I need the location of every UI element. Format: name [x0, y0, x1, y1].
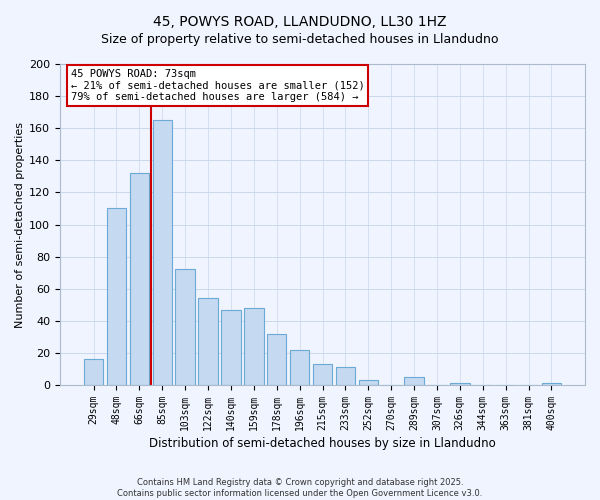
Bar: [290, 350, 310, 385]
Bar: [542, 384, 561, 385]
Bar: [175, 270, 195, 385]
Bar: [267, 334, 286, 385]
Bar: [130, 173, 149, 385]
Bar: [244, 308, 263, 385]
Bar: [359, 380, 378, 385]
Bar: [335, 368, 355, 385]
Bar: [199, 298, 218, 385]
Text: Contains HM Land Registry data © Crown copyright and database right 2025.
Contai: Contains HM Land Registry data © Crown c…: [118, 478, 482, 498]
Bar: [450, 384, 470, 385]
Text: 45, POWYS ROAD, LLANDUDNO, LL30 1HZ: 45, POWYS ROAD, LLANDUDNO, LL30 1HZ: [153, 15, 447, 29]
Bar: [84, 360, 103, 385]
Bar: [152, 120, 172, 385]
Bar: [221, 310, 241, 385]
Text: 45 POWYS ROAD: 73sqm
← 21% of semi-detached houses are smaller (152)
79% of semi: 45 POWYS ROAD: 73sqm ← 21% of semi-detac…: [71, 69, 364, 102]
X-axis label: Distribution of semi-detached houses by size in Llandudno: Distribution of semi-detached houses by …: [149, 437, 496, 450]
Y-axis label: Number of semi-detached properties: Number of semi-detached properties: [15, 122, 25, 328]
Text: Size of property relative to semi-detached houses in Llandudno: Size of property relative to semi-detach…: [101, 32, 499, 46]
Bar: [107, 208, 126, 385]
Bar: [313, 364, 332, 385]
Bar: [404, 377, 424, 385]
